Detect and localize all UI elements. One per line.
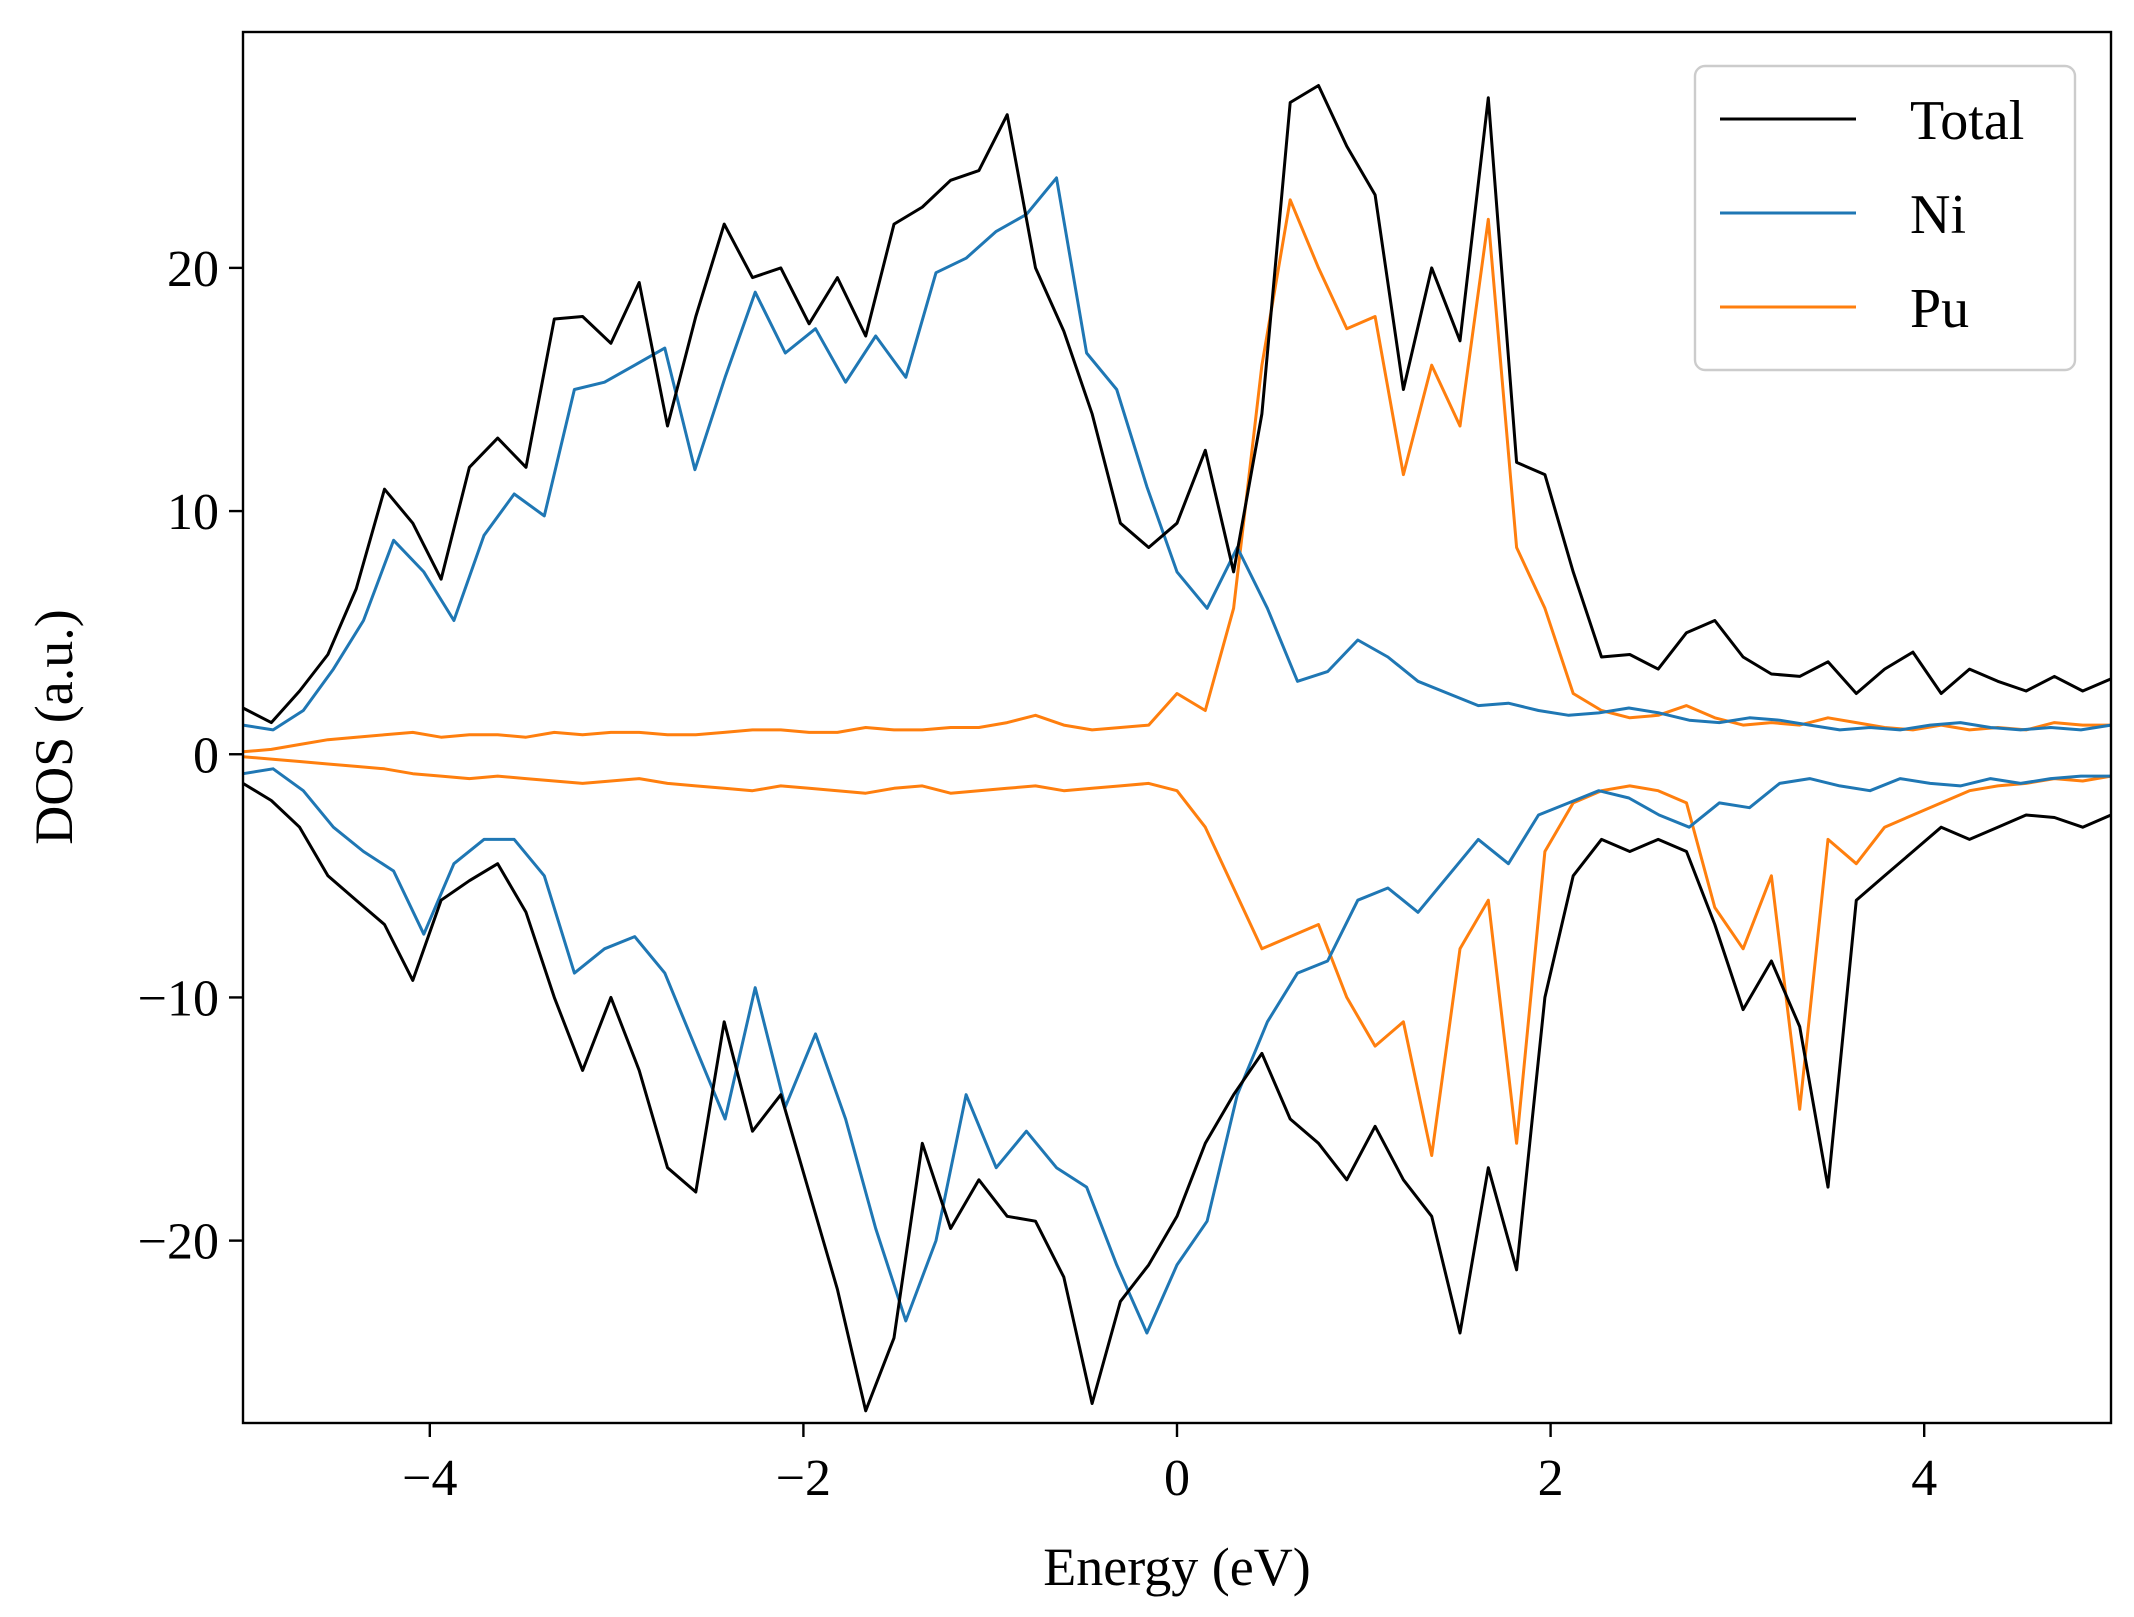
x-axis: −4 −2 0 2 4: [402, 1423, 1937, 1507]
legend: Total Ni Pu: [1693, 64, 2077, 372]
x-tick-label: 2: [1538, 1450, 1564, 1507]
series-line-pu-down: [242, 755, 2112, 1157]
legend-label-pu: Pu: [1910, 278, 1969, 340]
y-axis-title: DOS (a.u.): [24, 609, 84, 844]
legend-label-total: Total: [1910, 90, 2024, 152]
series-line-ni-up: [242, 176, 2112, 732]
legend-box: [1693, 64, 2077, 372]
x-tick-label: 4: [1911, 1450, 1937, 1507]
y-tick-label: −20: [138, 1214, 219, 1271]
series-line-pu-up: [242, 198, 2111, 754]
x-tick-label: 0: [1164, 1450, 1190, 1507]
x-tick-label: −4: [402, 1450, 457, 1507]
series-line-total-up: [242, 84, 2112, 725]
y-tick-label: 10: [167, 484, 219, 541]
x-axis-title: Energy (eV): [1043, 1537, 1310, 1597]
series-layer: [242, 84, 2112, 1413]
y-tick-label: 20: [167, 241, 219, 298]
x-tick-label: −2: [776, 1450, 831, 1507]
series-line-ni-down: [242, 767, 2111, 1335]
legend-label-ni: Ni: [1910, 184, 1966, 246]
y-tick-label: 0: [193, 727, 219, 784]
y-axis: −20 −10 0 10 20: [138, 241, 243, 1271]
series-line-total-down: [242, 782, 2112, 1413]
y-tick-label: −10: [138, 970, 219, 1027]
